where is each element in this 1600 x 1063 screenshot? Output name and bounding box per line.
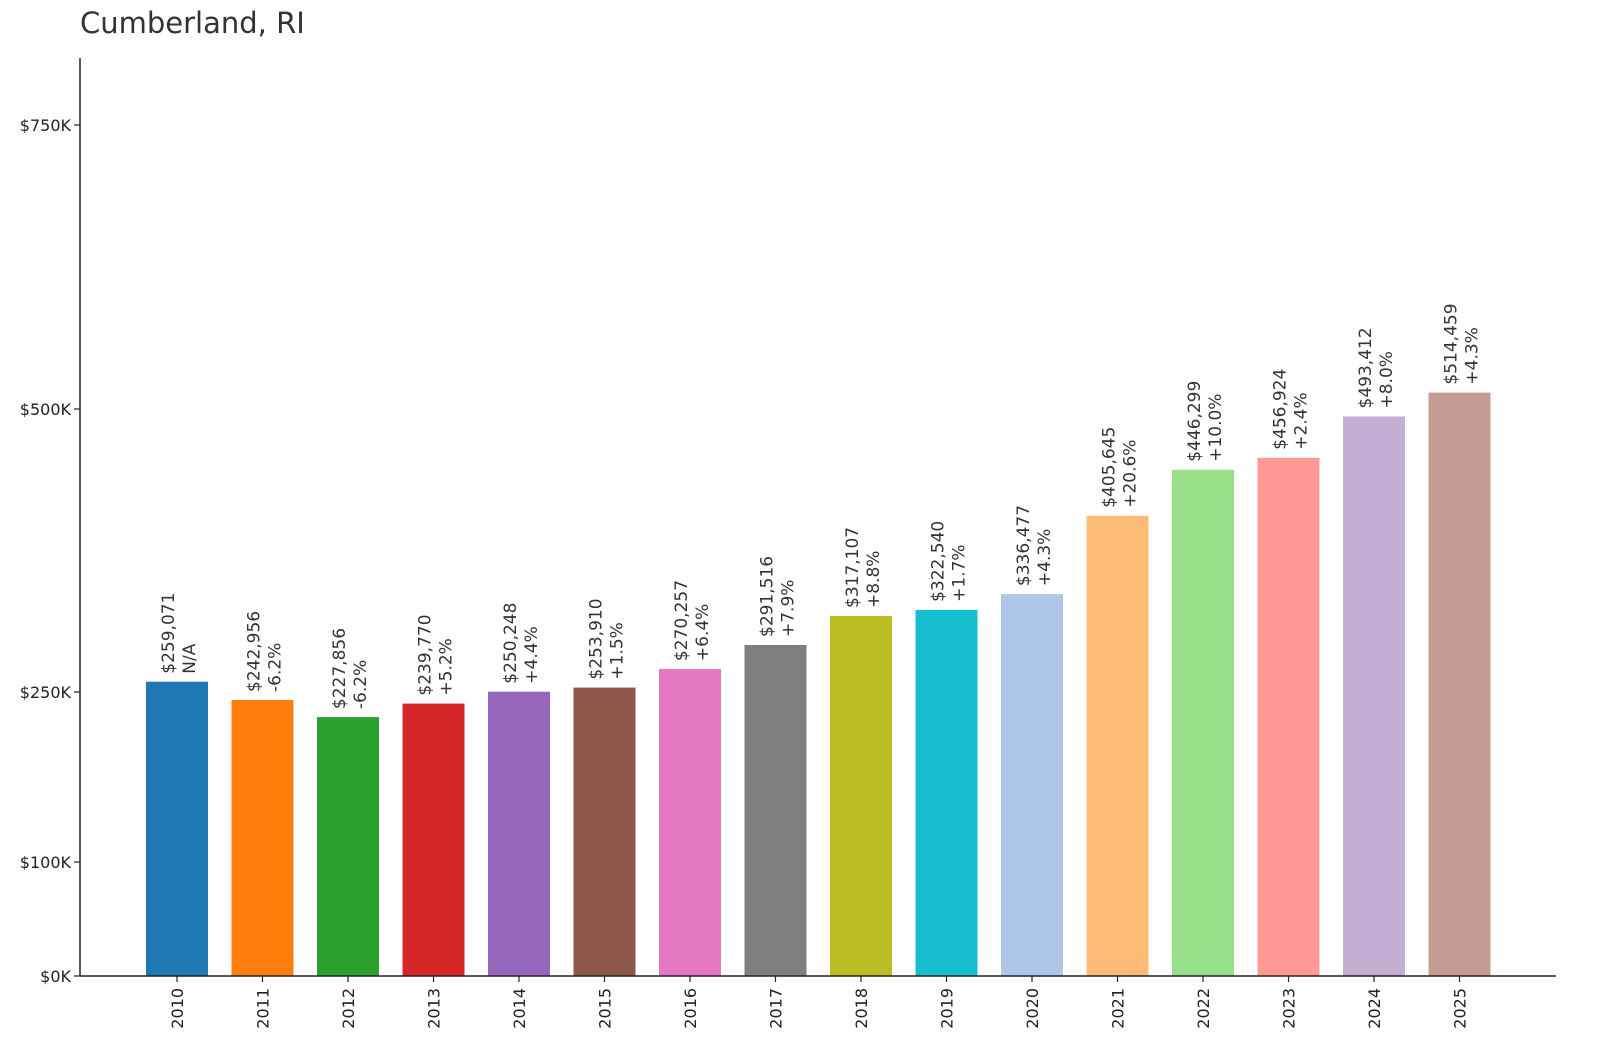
x-tick-label-2024: 2024 bbox=[1365, 988, 1384, 1029]
change-label-2025: +4.3% bbox=[1463, 327, 1483, 384]
value-label-2019: $322,540 bbox=[929, 521, 949, 602]
change-label-2015: +1.5% bbox=[608, 622, 628, 679]
bar-2022 bbox=[1172, 469, 1234, 976]
bar-2012 bbox=[317, 717, 379, 976]
data-label-group-2010: $259,071 N/A bbox=[159, 593, 200, 674]
x-tick-label-2020: 2020 bbox=[1023, 988, 1042, 1029]
value-label-2021: $405,645 bbox=[1100, 427, 1120, 508]
x-tick-label-2019: 2019 bbox=[938, 988, 957, 1029]
change-label-2016: +6.4% bbox=[693, 604, 713, 661]
bar-2020 bbox=[1001, 594, 1063, 976]
x-tick-label-2025: 2025 bbox=[1451, 988, 1470, 1029]
value-label-2012: $227,856 bbox=[330, 628, 350, 709]
data-label-group-2014: $250,248 +4.4% bbox=[501, 603, 542, 684]
y-tick-label-3: $500K bbox=[20, 400, 72, 419]
value-label-2016: $270,257 bbox=[672, 580, 692, 661]
data-label-group-2016: $270,257 +6.4% bbox=[672, 580, 713, 661]
data-label-group-2011: $242,956 -6.2% bbox=[245, 611, 286, 692]
x-tick-label-2015: 2015 bbox=[596, 988, 615, 1029]
bar-2013 bbox=[402, 703, 465, 976]
change-label-2017: +7.9% bbox=[779, 580, 799, 637]
change-label-2012: -6.2% bbox=[351, 660, 371, 709]
data-label-group-2024: $493,412 +8.0% bbox=[1356, 327, 1397, 408]
x-tick-label-2023: 2023 bbox=[1280, 988, 1299, 1029]
change-label-2024: +8.0% bbox=[1377, 351, 1397, 408]
change-label-2011: -6.2% bbox=[266, 643, 286, 692]
value-label-2025: $514,459 bbox=[1442, 303, 1462, 384]
x-tick-label-2013: 2013 bbox=[425, 988, 444, 1029]
change-label-2022: +10.0% bbox=[1206, 394, 1226, 462]
x-tick-label-2010: 2010 bbox=[168, 988, 187, 1029]
change-label-2020: +4.3% bbox=[1035, 529, 1055, 586]
bar-2019 bbox=[915, 609, 978, 976]
data-label-group-2021: $405,645 +20.6% bbox=[1100, 427, 1141, 508]
change-label-2021: +20.6% bbox=[1121, 440, 1141, 508]
data-label-group-2023: $456,924 +2.4% bbox=[1271, 369, 1312, 450]
change-label-2019: +1.7% bbox=[950, 544, 970, 601]
axes-layer: 2010 2011 2012 2013 2014 2015 2016 2017 2018 2019… bbox=[20, 58, 1556, 1029]
change-label-2013: +5.2% bbox=[437, 638, 457, 695]
value-label-2014: $250,248 bbox=[501, 603, 521, 684]
data-label-group-2022: $446,299 +10.0% bbox=[1185, 381, 1226, 462]
data-label-group-2017: $291,516 +7.9% bbox=[758, 556, 799, 637]
chart-title: Cumberland, RI bbox=[80, 6, 305, 40]
value-label-2015: $253,910 bbox=[587, 598, 607, 679]
value-label-2022: $446,299 bbox=[1185, 381, 1205, 462]
data-label-group-2018: $317,107 +8.8% bbox=[843, 527, 884, 608]
x-tick-label-2018: 2018 bbox=[852, 988, 871, 1029]
x-tick-label-2014: 2014 bbox=[510, 988, 529, 1029]
value-label-2023: $456,924 bbox=[1271, 369, 1291, 450]
change-label-2023: +2.4% bbox=[1292, 392, 1312, 449]
x-tick-label-2016: 2016 bbox=[681, 988, 700, 1029]
data-label-group-2025: $514,459 +4.3% bbox=[1442, 303, 1483, 384]
x-tick-label-2022: 2022 bbox=[1194, 988, 1213, 1029]
x-tick-label-2012: 2012 bbox=[339, 988, 358, 1029]
value-label-2024: $493,412 bbox=[1356, 327, 1376, 408]
bar-2024 bbox=[1343, 416, 1405, 976]
data-labels-layer: $259,071 N/A $242,956 -6.2% $227,856 -6.2% $23… bbox=[159, 303, 1483, 709]
bar-2023 bbox=[1257, 457, 1320, 976]
bar-2017 bbox=[744, 645, 807, 976]
data-label-group-2012: $227,856 -6.2% bbox=[330, 628, 371, 709]
change-label-2014: +4.4% bbox=[522, 626, 542, 683]
value-label-2010: $259,071 bbox=[159, 593, 179, 674]
bar-2011 bbox=[231, 700, 294, 976]
y-tick-label-0: $0K bbox=[40, 967, 71, 986]
x-tick-label-2011: 2011 bbox=[254, 988, 273, 1029]
x-tick-label-2017: 2017 bbox=[767, 988, 786, 1029]
change-label-2018: +8.8% bbox=[864, 551, 884, 608]
bar-2025 bbox=[1428, 392, 1491, 977]
y-tick-label-1: $100K bbox=[20, 853, 72, 872]
change-label-2010: N/A bbox=[180, 643, 200, 673]
bar-2014 bbox=[488, 691, 550, 976]
value-label-2020: $336,477 bbox=[1014, 505, 1034, 586]
data-label-group-2019: $322,540 +1.7% bbox=[929, 521, 970, 602]
bar-2018 bbox=[830, 616, 892, 976]
value-label-2018: $317,107 bbox=[843, 527, 863, 608]
y-tick-label-4: $750K bbox=[20, 116, 72, 135]
value-label-2011: $242,956 bbox=[245, 611, 265, 692]
data-label-group-2013: $239,770 +5.2% bbox=[416, 614, 457, 695]
bar-2010 bbox=[146, 681, 208, 976]
bar-2021 bbox=[1086, 515, 1149, 976]
data-label-group-2015: $253,910 +1.5% bbox=[587, 598, 628, 679]
bar-2015 bbox=[573, 687, 636, 976]
data-label-group-2020: $336,477 +4.3% bbox=[1014, 505, 1055, 586]
value-label-2017: $291,516 bbox=[758, 556, 778, 637]
value-label-2013: $239,770 bbox=[416, 614, 436, 695]
bar-2016 bbox=[659, 669, 721, 976]
y-tick-label-2: $250K bbox=[20, 683, 72, 702]
bars-layer bbox=[146, 392, 1491, 977]
x-tick-label-2021: 2021 bbox=[1109, 988, 1128, 1029]
